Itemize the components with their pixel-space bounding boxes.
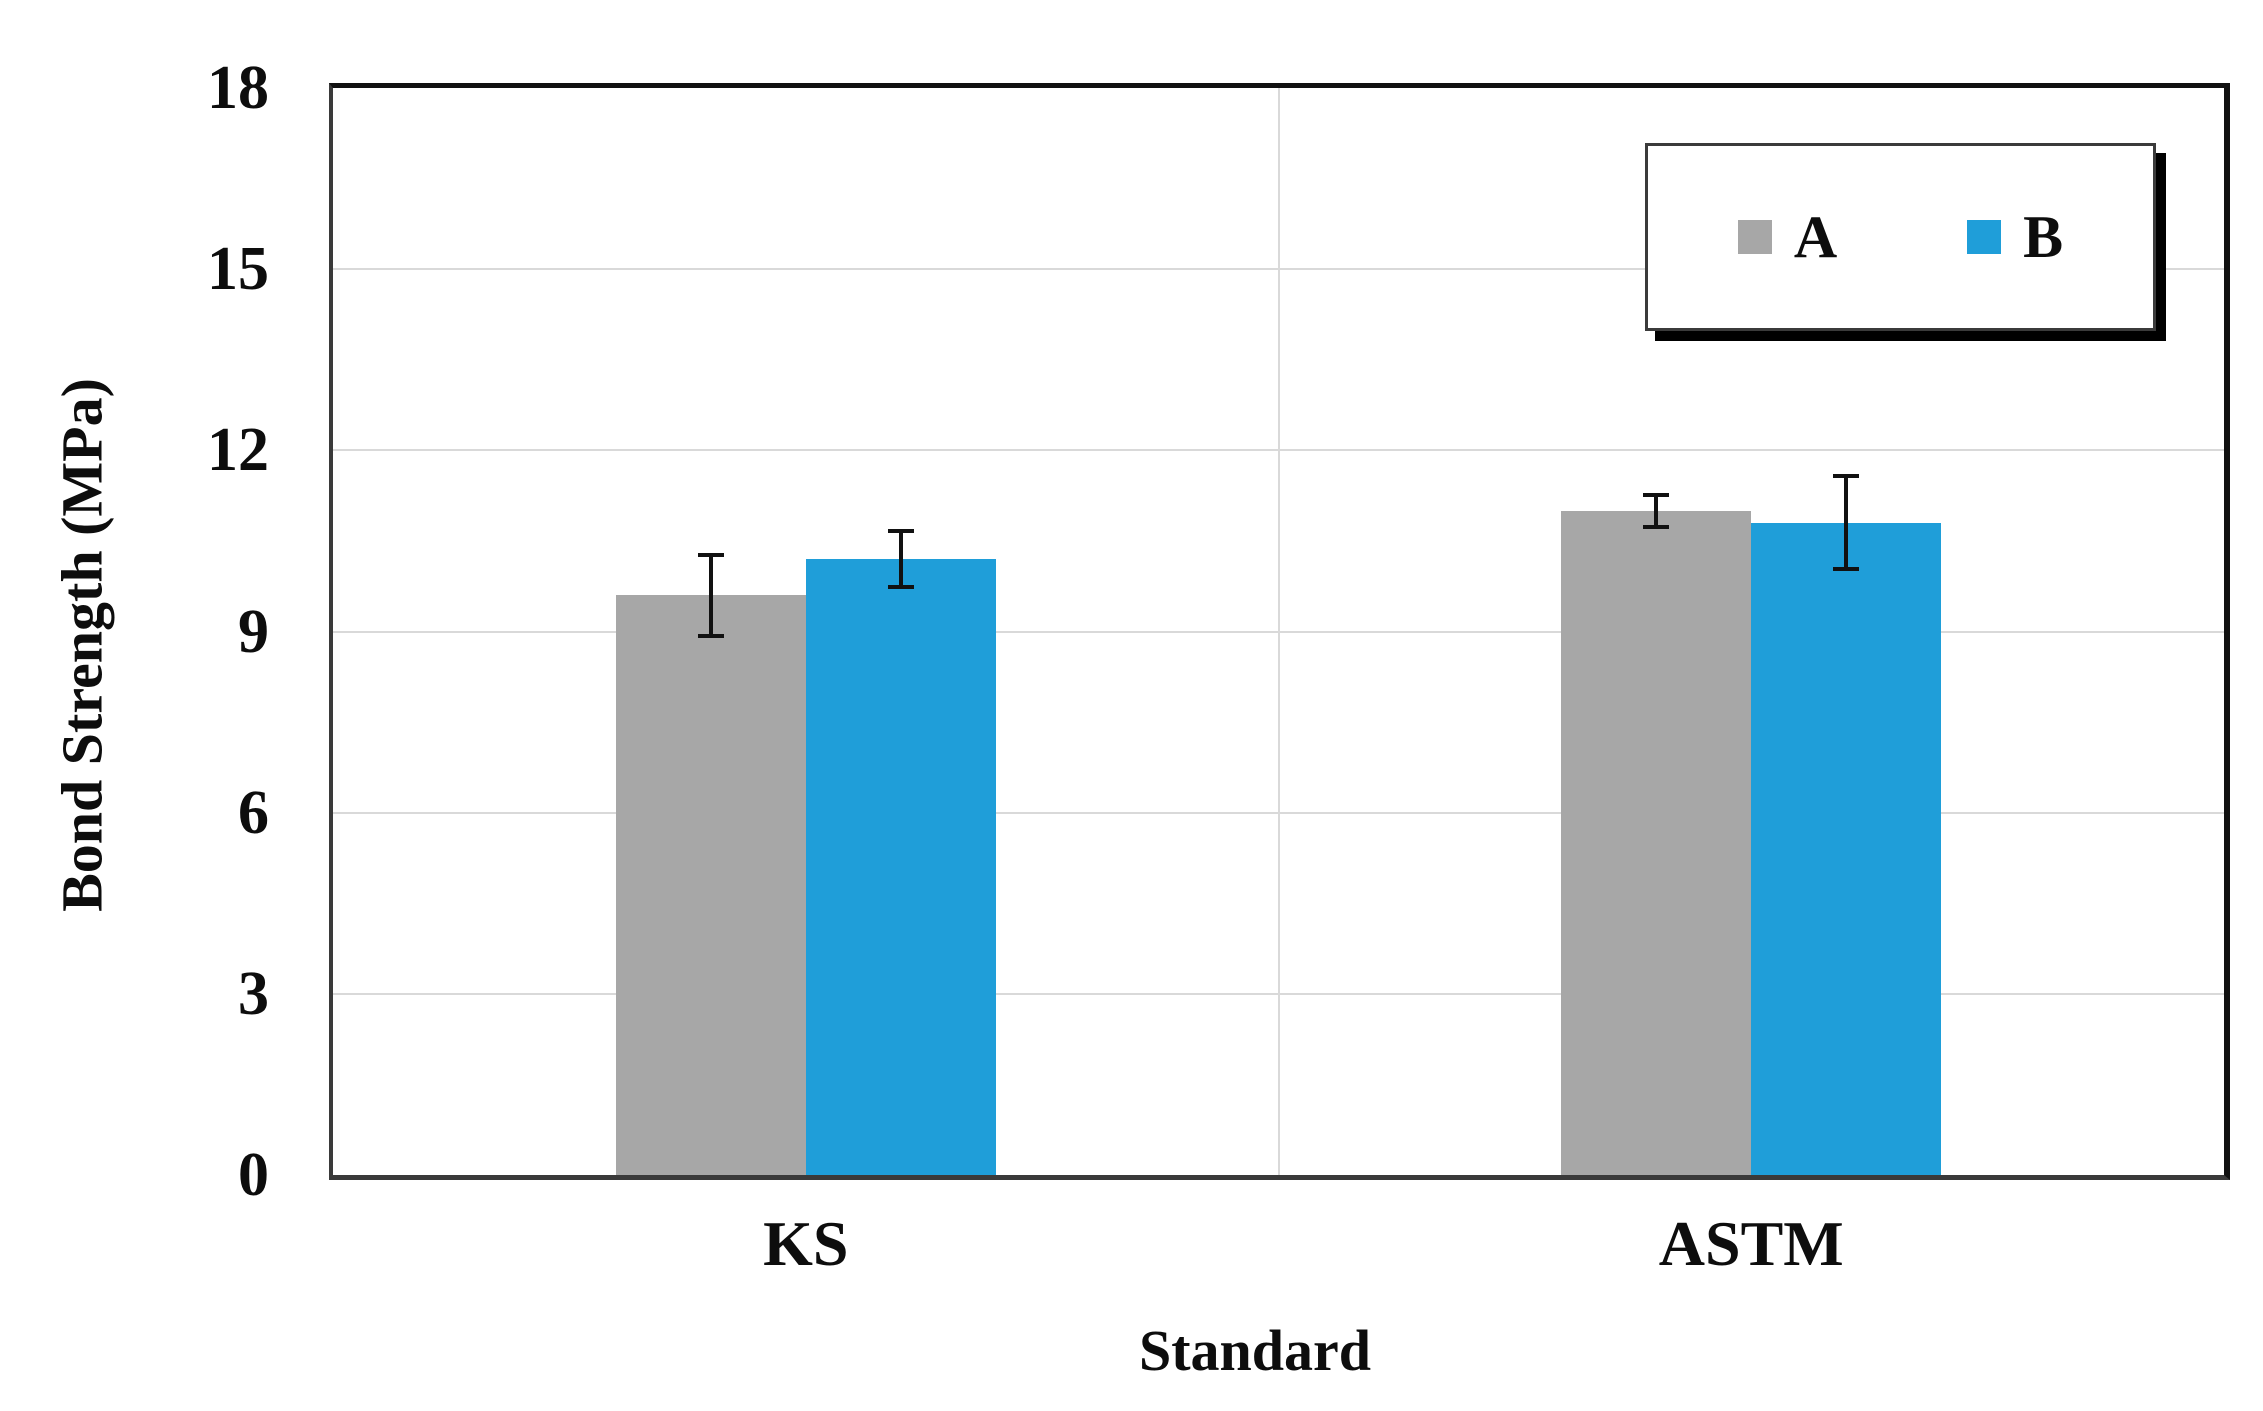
legend-swatch-b — [1967, 220, 2002, 254]
x-tick-label-ks: KS — [763, 1208, 849, 1279]
error-bar-stem — [708, 552, 713, 638]
y-tick-label-15: 15 — [207, 235, 269, 304]
y-tick-label-18: 18 — [207, 54, 269, 122]
legend-label-a: A — [1793, 204, 1838, 270]
error-bar-stem — [898, 528, 903, 590]
y-tick-label-6: 6 — [238, 778, 269, 847]
bar-ks-a — [615, 595, 806, 1175]
legend-label-b: B — [2023, 204, 2064, 270]
error-bar-cap — [1643, 524, 1670, 529]
error-bar-cap — [1833, 474, 1860, 479]
error-bar-cap — [697, 552, 724, 557]
error-bar-astm-b — [1833, 474, 1860, 572]
x-axis-title: Standard — [1138, 1318, 1372, 1383]
error-bar-ks-b — [887, 528, 914, 590]
y-tick-label-3: 3 — [238, 959, 269, 1028]
legend-item-a: A — [1737, 204, 1838, 270]
error-bar-cap — [887, 585, 914, 590]
y-tick-label-9: 9 — [238, 597, 269, 666]
legend-item-b: B — [1967, 207, 2063, 267]
error-bar-stem — [1654, 492, 1659, 529]
bar-ks-b — [805, 559, 996, 1175]
error-bar-cap — [887, 528, 914, 533]
error-bar-astm-a — [1643, 492, 1670, 529]
legend-swatch-a — [1737, 220, 1772, 254]
bar-astm-a — [1561, 510, 1752, 1175]
v-gridline-category-divider — [1277, 88, 1280, 1175]
error-bar-cap — [1833, 567, 1860, 572]
y-tick-label-0: 0 — [238, 1141, 269, 1209]
error-bar-ks-a — [697, 552, 724, 638]
error-bar-cap — [1643, 492, 1670, 497]
y-tick-label-12: 12 — [207, 416, 269, 485]
x-tick-label-astm: ASTM — [1658, 1208, 1844, 1279]
error-bar-stem — [1844, 474, 1849, 572]
error-bar-cap — [697, 633, 724, 638]
bar-astm-b — [1751, 522, 1942, 1175]
